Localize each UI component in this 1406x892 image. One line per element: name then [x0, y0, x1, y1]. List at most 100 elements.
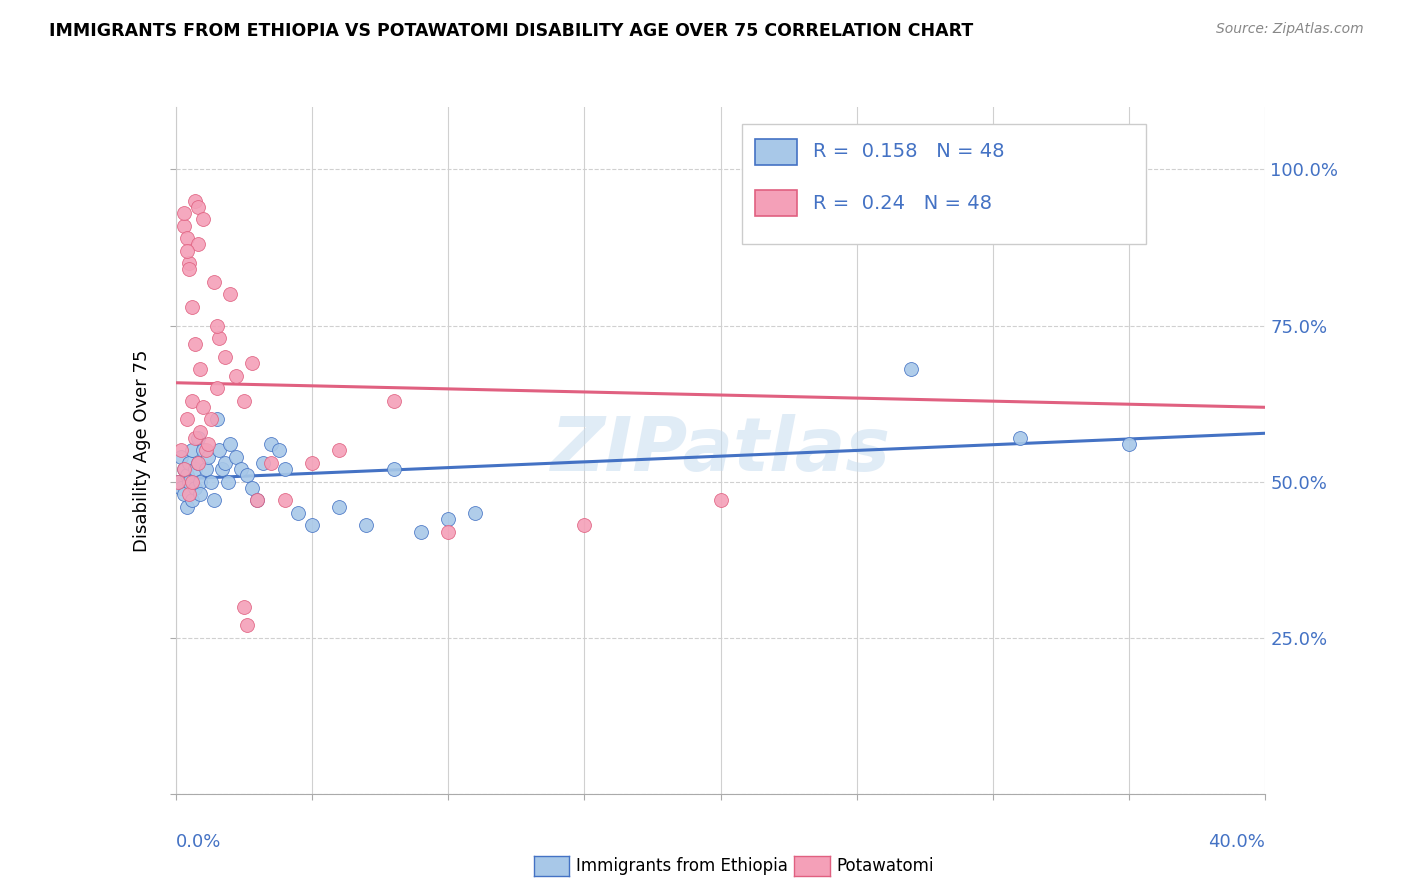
Point [186, 456, 209, 470]
Point [1010, 431, 1032, 445]
Point [219, 287, 242, 301]
Text: R =  0.24   N = 48: R = 0.24 N = 48 [813, 194, 993, 212]
Point [188, 475, 211, 489]
Point [409, 524, 432, 539]
Point [176, 412, 198, 426]
Point [274, 462, 297, 476]
Point [464, 506, 486, 520]
Point [176, 231, 198, 245]
Point [240, 356, 263, 370]
Point [188, 425, 211, 439]
Point [186, 456, 209, 470]
Text: 0.0%: 0.0% [176, 833, 221, 851]
Point [205, 318, 228, 333]
Point [181, 443, 204, 458]
Point [179, 262, 201, 277]
Point [208, 331, 231, 345]
Point [173, 487, 195, 501]
Point [167, 475, 190, 489]
Point [200, 412, 222, 426]
Point [184, 481, 207, 495]
Text: Source: ZipAtlas.com: Source: ZipAtlas.com [1216, 22, 1364, 37]
Point [179, 256, 201, 270]
Point [214, 350, 236, 364]
Point [235, 618, 257, 632]
Point [382, 393, 405, 408]
Point [211, 462, 233, 476]
Point [356, 518, 378, 533]
Point [246, 493, 269, 508]
Point [179, 487, 201, 501]
Point [274, 493, 297, 508]
Point [176, 500, 198, 514]
Y-axis label: Disability Age Over 75: Disability Age Over 75 [134, 349, 152, 552]
Text: Immigrants from Ethiopia: Immigrants from Ethiopia [576, 857, 789, 875]
Text: 40.0%: 40.0% [1209, 833, 1265, 851]
Point [181, 493, 204, 508]
Point [184, 337, 207, 351]
Point [382, 462, 405, 476]
Point [188, 487, 211, 501]
Point [184, 194, 207, 208]
Point [179, 456, 201, 470]
Point [231, 462, 253, 476]
Point [202, 275, 225, 289]
Point [170, 481, 193, 495]
Point [176, 244, 198, 258]
Point [197, 450, 219, 464]
Point [225, 450, 247, 464]
Point [217, 475, 239, 489]
Point [328, 500, 350, 514]
Point [194, 462, 217, 476]
Point [1118, 437, 1140, 451]
Point [173, 462, 195, 476]
Point [252, 456, 274, 470]
Point [301, 456, 323, 470]
FancyBboxPatch shape [742, 124, 1146, 244]
Point [186, 200, 209, 214]
Point [170, 450, 193, 464]
Point [186, 431, 209, 445]
Point [173, 206, 195, 220]
Point [232, 599, 254, 614]
FancyBboxPatch shape [755, 138, 797, 165]
Point [232, 393, 254, 408]
Point [219, 437, 242, 451]
Point [200, 475, 222, 489]
Point [710, 493, 733, 508]
Point [225, 368, 247, 383]
Point [240, 481, 263, 495]
Point [197, 437, 219, 451]
Point [287, 506, 309, 520]
Point [176, 468, 198, 483]
Point [437, 512, 460, 526]
Point [1063, 162, 1085, 177]
Point [191, 400, 214, 414]
Point [269, 443, 291, 458]
Text: R =  0.158   N = 48: R = 0.158 N = 48 [813, 142, 1005, 161]
Point [202, 493, 225, 508]
FancyBboxPatch shape [755, 190, 797, 216]
Point [170, 443, 193, 458]
Point [184, 431, 207, 445]
Point [260, 437, 283, 451]
Point [167, 475, 190, 489]
Point [235, 468, 257, 483]
Point [301, 518, 323, 533]
Point [181, 300, 204, 314]
Point [205, 412, 228, 426]
Point [184, 462, 207, 476]
Point [214, 456, 236, 470]
Text: Potawatomi: Potawatomi [837, 857, 934, 875]
Point [437, 524, 460, 539]
Point [574, 518, 596, 533]
Point [179, 475, 201, 489]
Text: IMMIGRANTS FROM ETHIOPIA VS POTAWATOMI DISABILITY AGE OVER 75 CORRELATION CHART: IMMIGRANTS FROM ETHIOPIA VS POTAWATOMI D… [49, 22, 973, 40]
Point [328, 443, 350, 458]
Point [900, 362, 922, 376]
Point [208, 443, 231, 458]
Point [181, 393, 204, 408]
Point [260, 456, 283, 470]
Text: ZIPatlas: ZIPatlas [551, 414, 890, 487]
Point [205, 381, 228, 395]
